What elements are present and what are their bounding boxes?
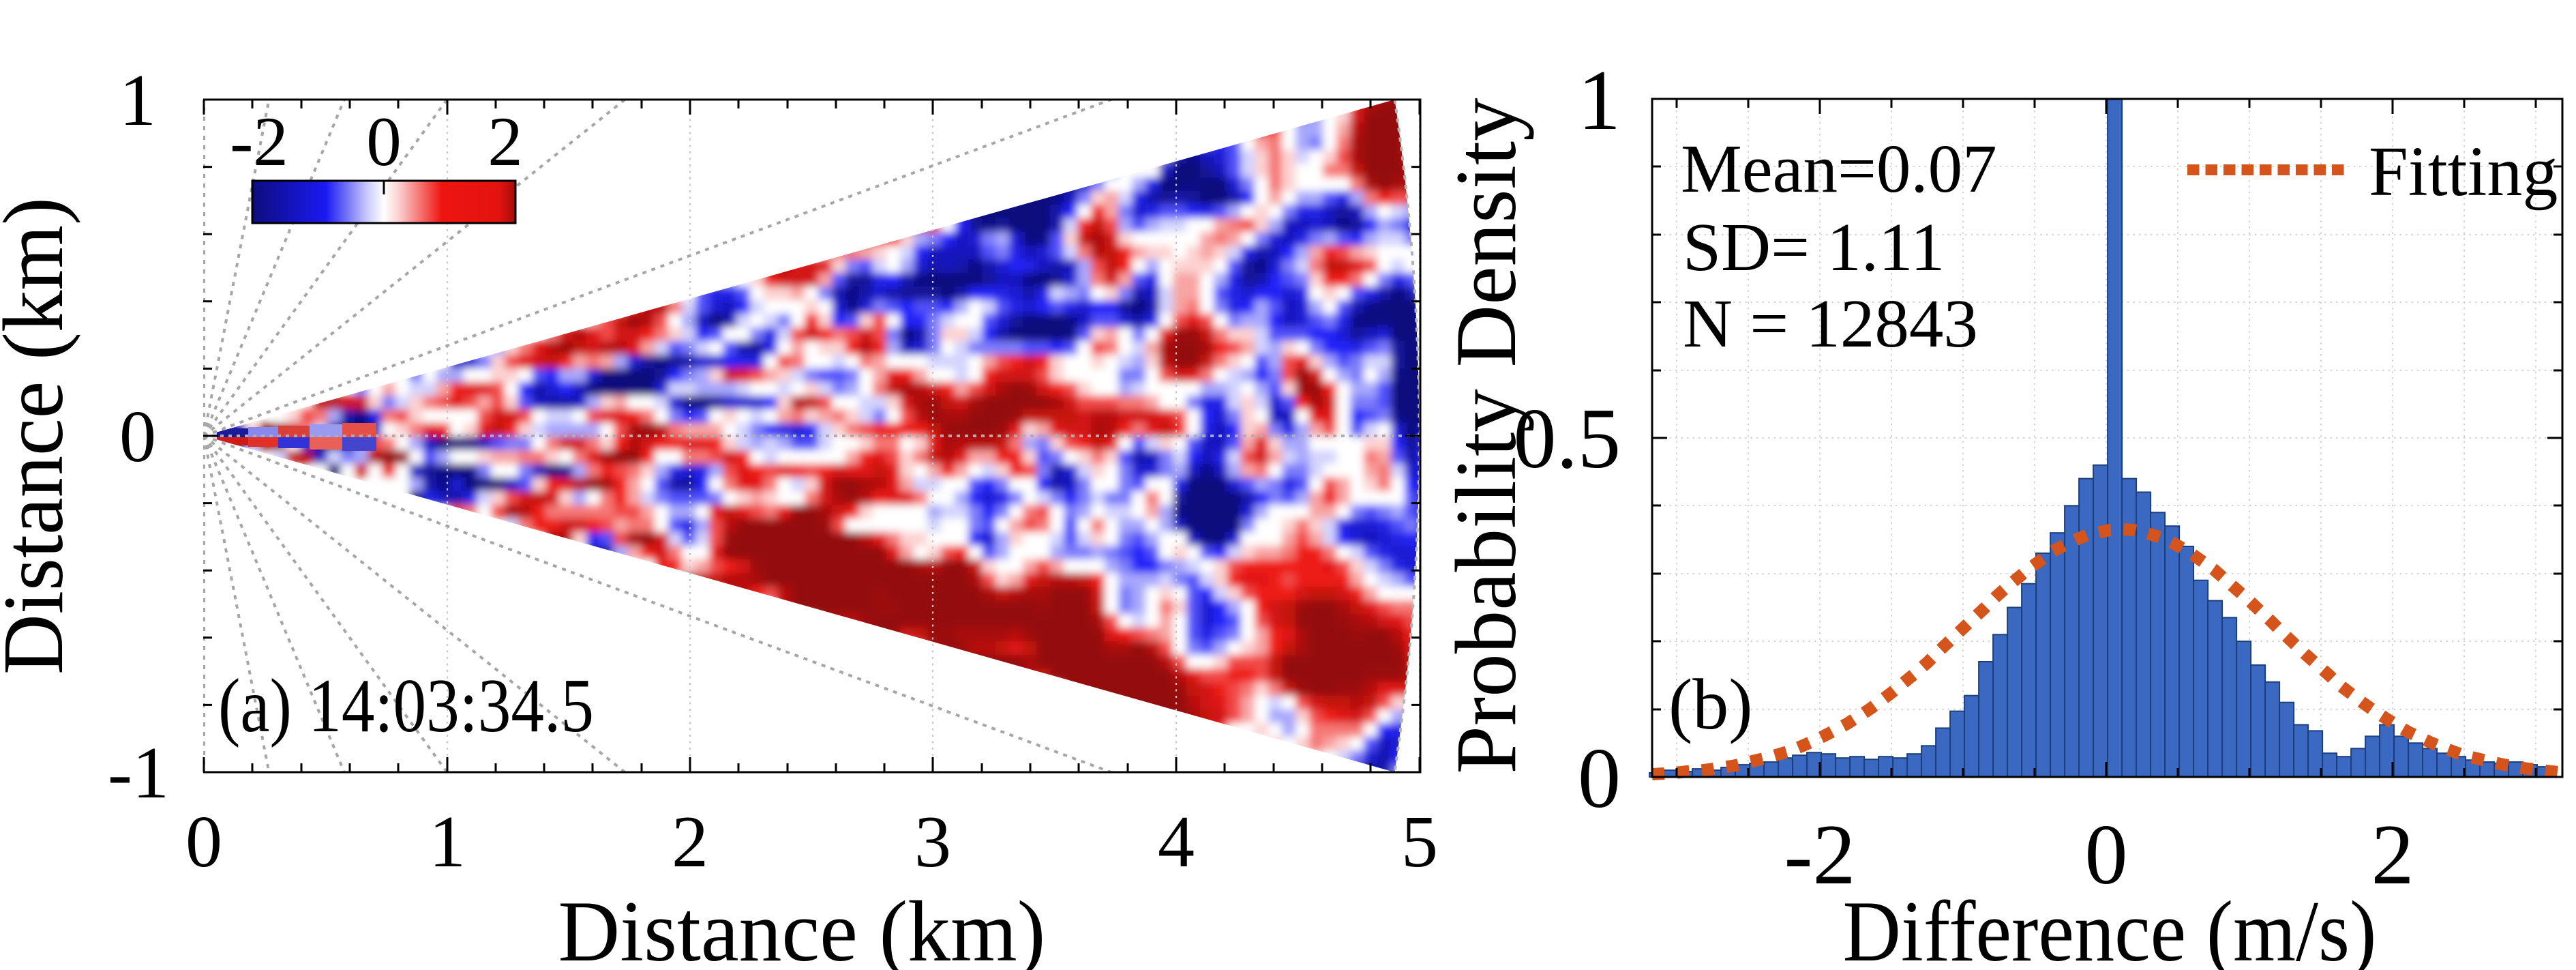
svg-text:-2: -2 bbox=[230, 103, 288, 181]
svg-text:5: 5 bbox=[1401, 802, 1438, 883]
svg-text:(b): (b) bbox=[1668, 664, 1753, 744]
svg-text:1: 1 bbox=[429, 802, 466, 883]
svg-text:-2: -2 bbox=[1784, 808, 1856, 902]
svg-text:Mean=0.07: Mean=0.07 bbox=[1681, 130, 1997, 207]
svg-text:Difference (m/s): Difference (m/s) bbox=[1843, 884, 2377, 970]
svg-text:Fitting: Fitting bbox=[2369, 132, 2558, 211]
svg-text:3: 3 bbox=[914, 802, 951, 883]
svg-text:2: 2 bbox=[488, 103, 523, 181]
svg-text:-1: -1 bbox=[108, 733, 169, 814]
svg-text:0: 0 bbox=[1578, 731, 1621, 826]
svg-text:N = 12843: N = 12843 bbox=[1683, 285, 1978, 362]
svg-text:(a) 14:03:34.5: (a) 14:03:34.5 bbox=[218, 664, 594, 748]
svg-text:4: 4 bbox=[1158, 802, 1195, 883]
svg-text:SD= 1.11: SD= 1.11 bbox=[1683, 209, 1945, 285]
svg-text:2: 2 bbox=[2371, 808, 2414, 902]
svg-text:0: 0 bbox=[366, 103, 402, 181]
svg-text:Distance (km): Distance (km) bbox=[0, 197, 81, 675]
svg-text:0.5: 0.5 bbox=[1514, 392, 1621, 486]
svg-text:0: 0 bbox=[119, 396, 156, 477]
svg-text:Probability Density: Probability Density bbox=[1439, 98, 1534, 774]
svg-text:2: 2 bbox=[672, 802, 708, 883]
svg-text:1: 1 bbox=[119, 60, 156, 141]
svg-text:Distance (km): Distance (km) bbox=[558, 884, 1046, 970]
svg-text:0: 0 bbox=[2085, 808, 2128, 902]
svg-text:1: 1 bbox=[1578, 53, 1621, 148]
svg-text:0: 0 bbox=[185, 802, 222, 883]
